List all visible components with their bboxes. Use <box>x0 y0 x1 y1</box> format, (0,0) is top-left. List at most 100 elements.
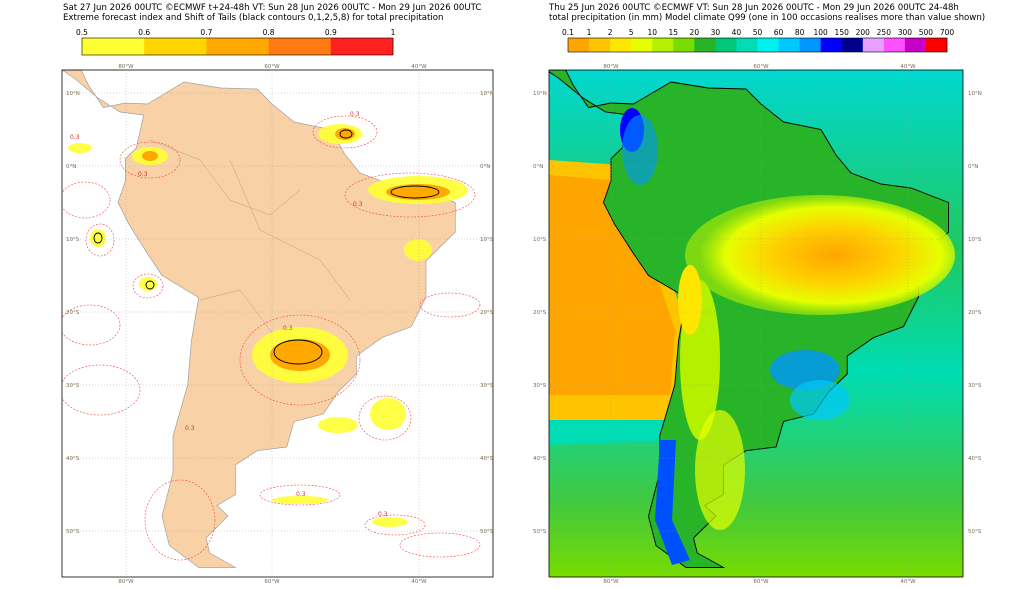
colorbar-label: 0.9 <box>325 28 337 37</box>
contour-label: 0.3 <box>378 511 388 518</box>
colorbar-segment <box>841 38 864 52</box>
climate-map <box>549 70 963 577</box>
lat-label: 10°S <box>480 237 494 243</box>
lat-label: 10°S <box>533 237 547 243</box>
colorbar-label: 0.6 <box>138 28 150 37</box>
lon-label: 40°W <box>411 64 427 70</box>
lon-label: 80°W <box>118 64 134 70</box>
colorbar-label: 700 <box>940 28 955 37</box>
contour-label: 0.3 <box>283 325 293 332</box>
lon-label: 80°W <box>118 579 134 585</box>
lat-label: 0°N <box>968 164 978 170</box>
lat-label: 10°S <box>66 237 80 243</box>
efi-frame <box>61 69 494 578</box>
colorbar-segment <box>589 38 611 52</box>
header-line: total precipitation (in mm) Model climat… <box>549 13 985 23</box>
colorbar-segment <box>268 38 332 55</box>
colorbar-label: 200 <box>856 28 871 37</box>
header-line: Thu 25 Jun 2026 00UTC ©ECMWF VT: Sun 28 … <box>548 3 959 13</box>
colorbar-segment <box>736 38 758 52</box>
lon-label: 80°W <box>603 579 619 585</box>
efi-map <box>62 70 493 577</box>
lon-label: 60°W <box>753 64 769 70</box>
climate-frame <box>548 69 964 578</box>
colorbar-label: 100 <box>814 28 829 37</box>
colorbar-label: 1 <box>587 28 592 37</box>
colorbar-label: 1 <box>391 28 396 37</box>
colorbar-segment <box>925 38 948 52</box>
lon-label: 60°W <box>753 579 769 585</box>
lon-label: 40°W <box>900 64 916 70</box>
lon-label: 60°W <box>264 64 280 70</box>
colorbar-segment <box>206 38 269 55</box>
colorbar-label: 80 <box>795 28 805 37</box>
lat-label: 10°N <box>968 91 982 97</box>
colorbar-label: 60 <box>774 28 784 37</box>
colorbar-label: 20 <box>690 28 700 37</box>
colorbar-label: 500 <box>919 28 934 37</box>
colorbar-segment <box>778 38 800 52</box>
colorbar-segment <box>694 38 716 52</box>
lat-label: 30°S <box>533 383 547 389</box>
lat-label: 40°S <box>66 456 80 462</box>
contour-label: 0.3 <box>296 491 306 498</box>
colorbar-frame <box>567 37 948 53</box>
lat-label: 30°S <box>968 383 982 389</box>
lat-label: 10°N <box>533 91 547 97</box>
colorbar-label: 40 <box>732 28 742 37</box>
colorbar-segment <box>330 38 394 55</box>
colorbar-segment <box>610 38 632 52</box>
colorbar-label: 10 <box>647 28 657 37</box>
contour-label: 0.3 <box>350 111 360 118</box>
lon-label: 40°W <box>411 579 427 585</box>
colorbar-label: 0.5 <box>76 28 88 37</box>
lat-label: 10°S <box>968 237 982 243</box>
colorbar-label: 150 <box>835 28 850 37</box>
lat-label: 50°S <box>968 529 982 535</box>
lat-label: 50°S <box>480 529 494 535</box>
colorbar-segment <box>144 38 207 55</box>
lat-label: 10°N <box>480 91 494 97</box>
colorbar-segment <box>652 38 674 52</box>
lat-label: 0°N <box>66 164 76 170</box>
colorbar-segment <box>568 38 590 52</box>
colorbar-label: 0.1 <box>562 28 574 37</box>
lat-label: 30°S <box>480 383 494 389</box>
lat-label: 20°S <box>480 310 494 316</box>
lat-label: 0°N <box>533 164 543 170</box>
colorbar-label: 50 <box>753 28 763 37</box>
colorbar-frame <box>81 37 394 56</box>
contour-label: 0.3 <box>185 425 195 432</box>
colorbar-label: 250 <box>877 28 892 37</box>
lon-label: 60°W <box>264 579 280 585</box>
colorbar-segment <box>631 38 653 52</box>
colorbar-segment <box>862 38 885 52</box>
contour-label: 0.3 <box>138 171 148 178</box>
colorbar-segment <box>715 38 737 52</box>
colorbar-label: 0.7 <box>200 28 212 37</box>
lat-label: 40°S <box>480 456 494 462</box>
contour-label: 0.3 <box>70 134 80 141</box>
contour-label: 0.3 <box>353 201 363 208</box>
colorbar-segment <box>904 38 927 52</box>
lat-label: 40°S <box>533 456 547 462</box>
colorbar-label: 300 <box>898 28 913 37</box>
lat-label: 50°S <box>66 529 80 535</box>
header-line: Sat 27 Jun 2026 00UTC ©ECMWF t+24-48h VT… <box>63 3 481 13</box>
lon-label: 80°W <box>603 64 619 70</box>
colorbar-label: 0.8 <box>263 28 275 37</box>
colorbar-segment <box>82 38 145 55</box>
lat-label: 20°S <box>533 310 547 316</box>
colorbar-label: 30 <box>711 28 721 37</box>
lat-label: 10°N <box>66 91 80 97</box>
colorbar-segment <box>757 38 779 52</box>
lon-label: 40°W <box>900 579 916 585</box>
lat-label: 20°S <box>968 310 982 316</box>
colorbar-label: 2 <box>608 28 613 37</box>
colorbar-label: 5 <box>629 28 634 37</box>
colorbar-segment <box>673 38 695 52</box>
header-line: Extreme forecast index and Shift of Tail… <box>63 13 443 23</box>
colorbar-segment <box>799 38 821 52</box>
